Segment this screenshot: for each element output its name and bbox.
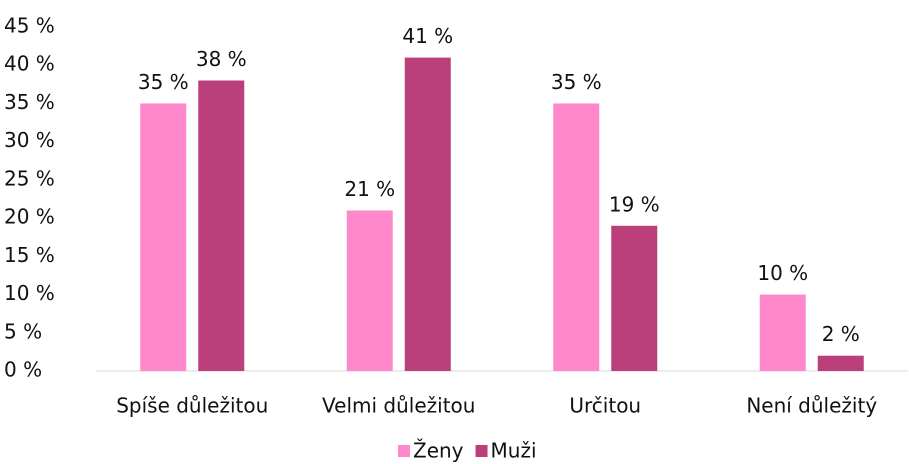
y-tick-label: 10 % — [4, 281, 55, 305]
data-label: 2 % — [822, 322, 860, 346]
bar — [198, 80, 245, 371]
y-tick-label: 35 % — [4, 90, 55, 114]
y-tick-label: 5 % — [4, 319, 42, 343]
data-label: 35 % — [551, 70, 602, 94]
x-tick-label: Velmi důležitou — [322, 394, 475, 418]
y-tick-label: 25 % — [4, 166, 55, 190]
bar — [404, 57, 451, 371]
data-label: 19 % — [609, 192, 660, 216]
y-tick-label: 15 % — [4, 243, 55, 267]
x-tick-label: Určitou — [569, 394, 641, 418]
data-label: 21 % — [344, 177, 395, 201]
y-tick-label: 30 % — [4, 128, 55, 152]
data-label: 38 % — [196, 47, 247, 71]
y-tick-label: 0 % — [4, 358, 42, 382]
bar — [759, 294, 806, 371]
bar — [140, 103, 187, 371]
data-label: 41 % — [402, 24, 453, 48]
data-label: 35 % — [138, 70, 189, 94]
bar — [611, 225, 658, 371]
y-tick-label: 40 % — [4, 52, 55, 76]
legend-swatch — [475, 445, 488, 457]
legend-swatch — [398, 445, 410, 457]
y-tick-label: 45 % — [4, 14, 55, 38]
data-label: 10 % — [757, 261, 808, 285]
x-tick-label: Není důležitý — [746, 394, 877, 418]
bar — [817, 355, 864, 371]
legend-label: Muži — [491, 439, 537, 463]
x-tick-label: Spíše důležitou — [116, 394, 268, 418]
legend-label: Ženy — [413, 439, 464, 463]
bar — [553, 103, 600, 371]
bar — [346, 210, 393, 371]
y-tick-label: 20 % — [4, 205, 55, 229]
